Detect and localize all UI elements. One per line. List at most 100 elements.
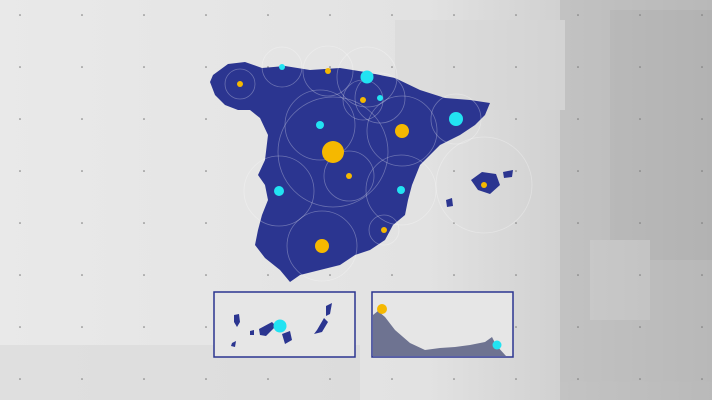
mainland-spain [210, 62, 490, 282]
grid-dot [515, 14, 517, 16]
grid-dot [453, 170, 455, 172]
grid-dot [205, 170, 207, 172]
grid-dot [701, 118, 703, 120]
grid-dot [701, 222, 703, 224]
grid-dot [701, 170, 703, 172]
marker-cyan [492, 340, 502, 350]
markers [237, 64, 487, 253]
grid-dot [639, 378, 641, 380]
grid-dot [19, 274, 21, 276]
grid-dot [577, 118, 579, 120]
grid-dot [391, 378, 393, 380]
grid-dot [19, 378, 21, 380]
grid-dot [143, 326, 145, 328]
marker-ring [224, 68, 256, 100]
grid-dot [19, 326, 21, 328]
marker-cyan [273, 319, 287, 333]
grid-dot [81, 66, 83, 68]
grid-dot [577, 66, 579, 68]
marker-yellow [360, 97, 366, 103]
grid-dot [515, 378, 517, 380]
marker-cyan [360, 70, 374, 84]
marker-rings [224, 45, 533, 282]
marker-ring [430, 93, 482, 145]
grid-dot [453, 378, 455, 380]
background-dot-grid [19, 14, 703, 380]
grid-dot [267, 274, 269, 276]
grid-dot [515, 170, 517, 172]
grid-dot [701, 326, 703, 328]
grid-dot [19, 170, 21, 172]
grid-dot [205, 66, 207, 68]
grid-dot [329, 378, 331, 380]
grid-dot [515, 118, 517, 120]
grid-dot [81, 118, 83, 120]
marker-ring [302, 45, 354, 97]
grid-dot [515, 274, 517, 276]
grid-dot [515, 222, 517, 224]
grid-dot [205, 274, 207, 276]
grid-dot [639, 274, 641, 276]
grid-dot [453, 274, 455, 276]
marker-ring [354, 72, 406, 124]
marker-yellow [346, 173, 352, 179]
grid-dot [19, 222, 21, 224]
grid-dot [701, 66, 703, 68]
grid-dot [577, 378, 579, 380]
grid-dot [701, 274, 703, 276]
marker-ring [277, 96, 389, 208]
grid-dot [329, 66, 331, 68]
marker-ring [435, 136, 533, 234]
marker-yellow [315, 239, 329, 253]
marker-cyan [449, 112, 463, 126]
marker-cyan [397, 186, 405, 194]
marker-ring [336, 46, 398, 108]
grid-dot [391, 274, 393, 276]
grid-dot [19, 14, 21, 16]
grid-dot [639, 222, 641, 224]
marker-yellow [395, 124, 409, 138]
grid-dot [143, 274, 145, 276]
grid-dot [81, 170, 83, 172]
grid-dot [19, 118, 21, 120]
grid-dot [81, 378, 83, 380]
grid-dot [329, 274, 331, 276]
inset-canary-islands [213, 291, 356, 358]
marker-yellow [381, 227, 387, 233]
inset-coast [371, 291, 514, 358]
grid-dot [143, 14, 145, 16]
grid-dot [453, 14, 455, 16]
grid-dot [639, 14, 641, 16]
grid-dot [143, 378, 145, 380]
grid-dot [205, 326, 207, 328]
grid-dot [81, 14, 83, 16]
marker-ring [284, 89, 356, 161]
marker-cyan [279, 64, 285, 70]
grid-dot [639, 326, 641, 328]
marker-cyan [316, 121, 324, 129]
marker-ring [286, 210, 358, 282]
grid-dot [453, 66, 455, 68]
grid-dot [577, 170, 579, 172]
grid-dot [143, 222, 145, 224]
grid-dot [391, 66, 393, 68]
grid-dot [267, 378, 269, 380]
grid-dot [391, 14, 393, 16]
grid-dot [19, 66, 21, 68]
grid-dot [639, 66, 641, 68]
grid-dot [515, 66, 517, 68]
marker-yellow [237, 81, 243, 87]
grid-dot [701, 378, 703, 380]
marker-yellow [377, 304, 387, 314]
marker-ring [366, 95, 438, 167]
grid-dot [577, 222, 579, 224]
grid-dot [205, 222, 207, 224]
grid-dot [639, 118, 641, 120]
marker-yellow [325, 68, 331, 74]
grid-dot [205, 378, 207, 380]
marker-ring [243, 155, 315, 227]
marker-yellow [481, 182, 487, 188]
marker-cyan [377, 95, 383, 101]
